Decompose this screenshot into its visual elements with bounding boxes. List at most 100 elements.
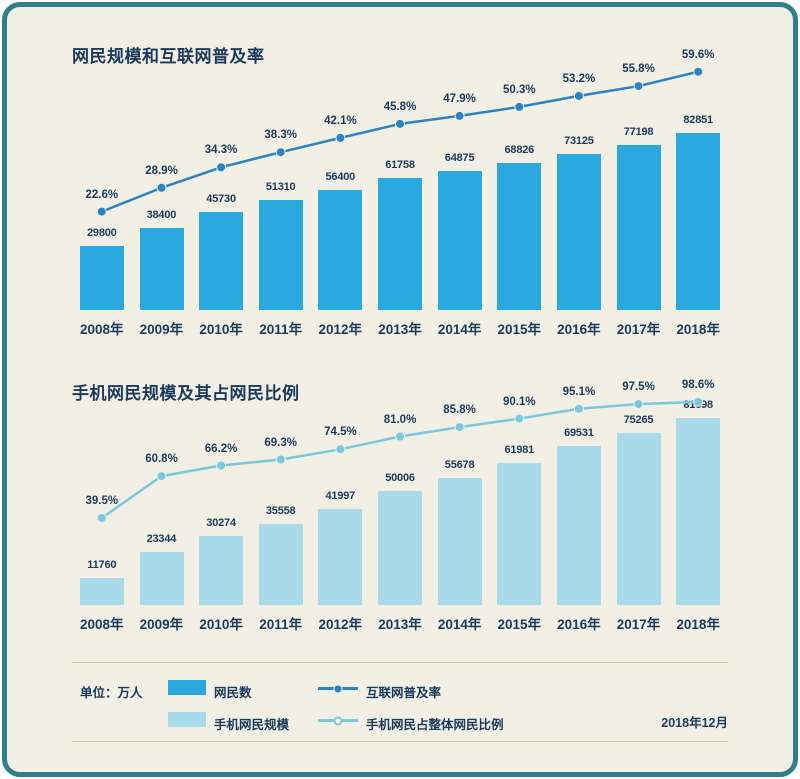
bar-value-label: 64875 (444, 152, 475, 165)
line-point-marker (395, 431, 405, 442)
line-point-marker (514, 101, 525, 112)
bar-value-label: 41997 (325, 489, 356, 502)
line-point-marker (454, 110, 465, 121)
bar-2008年 (79, 246, 124, 310)
bar-value-label: 68826 (504, 144, 535, 156)
chart-title-mobile-users: 手机网民规模及其占网民比例 (72, 384, 300, 403)
legend-line-light-dot-icon (333, 716, 343, 725)
line-point-marker (514, 413, 525, 424)
line-point-marker (156, 182, 167, 193)
bar-2018年 (676, 418, 721, 605)
line-point-marker (275, 147, 286, 158)
x-axis-label: 2009年 (139, 322, 184, 337)
bar-value-label: 77198 (623, 126, 654, 139)
line-value-label: 28.9% (145, 164, 178, 177)
line-value-label: 34.3% (204, 144, 238, 157)
line-point-marker (156, 471, 167, 482)
bar-value-label: 45730 (206, 193, 236, 206)
bar-value-label: 61981 (504, 444, 535, 457)
bar-2014年 (437, 477, 482, 605)
line-value-label: 60.8% (145, 453, 178, 466)
line-value-label: 95.1% (562, 385, 596, 398)
legend-label-penetration-rate: 互联网普及率 (366, 686, 442, 700)
bar-2013年 (378, 490, 422, 605)
x-axis-label: 2010年 (199, 322, 243, 337)
bar-2010年 (199, 212, 244, 310)
line-value-label: 69.3% (264, 436, 297, 449)
line-point-marker (573, 403, 584, 414)
bar-2008年 (79, 578, 124, 605)
x-axis-label: 2010年 (199, 617, 243, 632)
x-axis-label: 2011年 (259, 322, 303, 337)
x-axis-label: 2018年 (676, 322, 720, 337)
line-value-label: 47.9% (443, 92, 476, 105)
bar-value-label: 61758 (385, 159, 415, 172)
line-point-marker (216, 162, 227, 173)
x-axis-label: 2016年 (557, 322, 601, 337)
bar-value-label: 29800 (87, 227, 117, 240)
x-axis-label: 2013年 (378, 617, 422, 632)
bar-2014年 (437, 171, 482, 310)
legend-bar-light-swatch (168, 712, 206, 727)
bar-value-label: 30274 (206, 516, 236, 529)
bar-2010年 (199, 535, 244, 605)
bar-2016年 (556, 445, 601, 605)
x-axis-label: 2008年 (80, 617, 124, 632)
bar-value-label: 11760 (87, 559, 117, 572)
line-value-label: 42.1% (324, 114, 357, 127)
chart-title-internet-users: 网民规模和互联网普及率 (72, 47, 265, 66)
x-axis-label: 2017年 (616, 617, 661, 632)
line-point-marker (335, 444, 346, 455)
legend-line-dark-swatch (318, 684, 358, 693)
line-value-label: 66.2% (204, 442, 238, 455)
bar-value-label: 23344 (146, 532, 177, 545)
line-point-marker (395, 118, 405, 129)
line-point-marker (96, 206, 107, 217)
line-point-marker (693, 66, 704, 77)
line-point-marker (275, 454, 286, 465)
line-value-label: 97.5% (622, 381, 655, 394)
legend-line-dark-dot-icon (333, 684, 343, 693)
line-value-label: 39.5% (85, 495, 119, 507)
legend-divider-top (72, 662, 728, 663)
legend-divider-bottom (72, 741, 728, 742)
bar-value-label: 69531 (564, 426, 594, 439)
line-point-marker (633, 81, 644, 92)
legend-bar-dark-swatch (168, 680, 206, 695)
line-value-label: 53.2% (562, 72, 596, 85)
x-axis-label: 2011年 (259, 617, 303, 632)
plot-mobile-users: 11760 2008年 39.5% 23344 2009年 60.8% 30274 2010年… (72, 379, 728, 632)
bar-value-label: 81698 (683, 399, 713, 411)
line-value-label: 81.0% (383, 413, 417, 426)
bar-value-label: 56400 (325, 170, 356, 183)
bar-2016年 (556, 153, 601, 310)
x-axis-label: 2015年 (497, 617, 542, 632)
bar-2011年 (258, 523, 303, 605)
line-point-marker (216, 460, 227, 471)
bar-2015年 (497, 463, 542, 605)
line-value-label: 50.3% (502, 83, 536, 96)
bar-2015年 (497, 163, 542, 310)
legend-label-mobile-users: 手机网民规模 (214, 718, 290, 732)
line-point-marker (633, 399, 644, 410)
line-value-label: 55.8% (622, 63, 655, 76)
x-axis-label: 2013年 (378, 322, 422, 337)
line-value-label: 85.8% (443, 404, 476, 417)
bar-value-label: 51310 (265, 181, 296, 194)
bar-2011年 (258, 200, 303, 310)
bar-value-label: 73125 (564, 134, 594, 147)
line-point-marker (96, 513, 107, 523)
legend-line-light-swatch (318, 716, 358, 725)
bar-2013年 (378, 178, 422, 310)
line-point-marker (573, 90, 584, 101)
line-value-label: 74.5% (324, 426, 357, 439)
legend-label-mobile-share: 手机网民占整体网民比例 (366, 718, 504, 732)
bar-2017年 (616, 432, 661, 605)
bar-value-label: 38400 (146, 209, 177, 221)
x-axis-label: 2014年 (437, 322, 482, 337)
bar-2017年 (616, 145, 661, 310)
bar-2018年 (676, 133, 721, 310)
x-axis-label: 2017年 (616, 322, 661, 337)
